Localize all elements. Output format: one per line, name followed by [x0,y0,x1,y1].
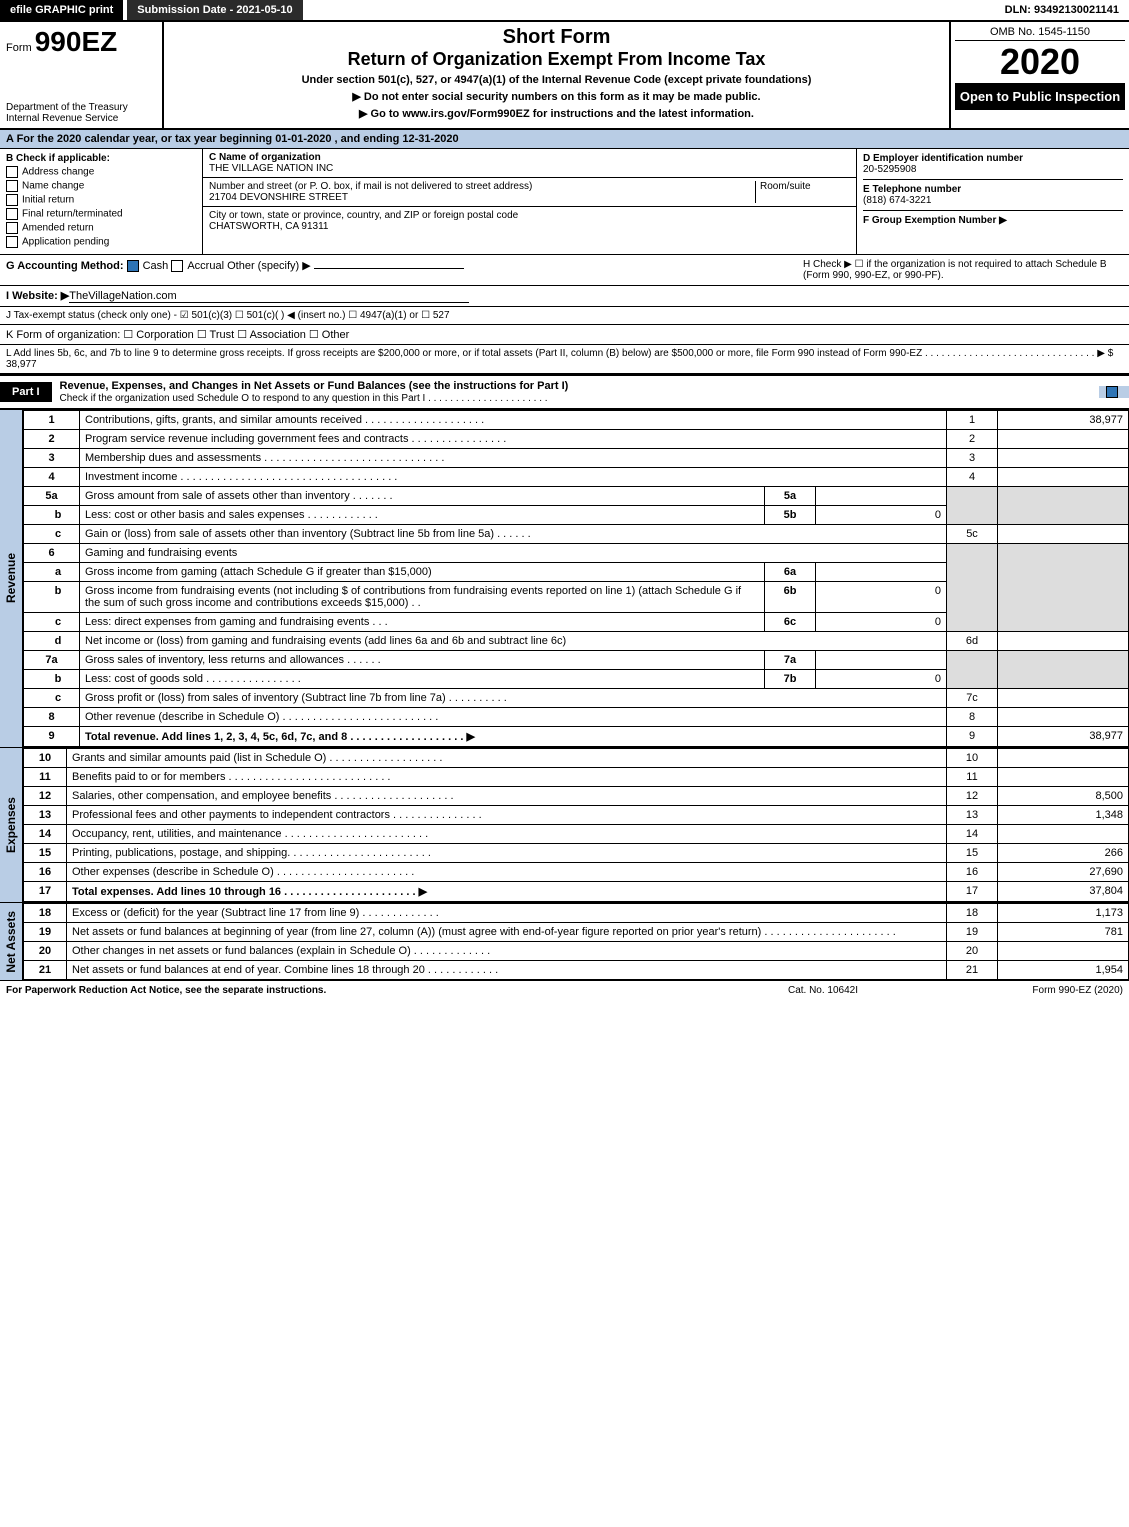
chk-initial-return[interactable]: Initial return [6,194,196,206]
city-label: City or town, state or province, country… [209,210,518,221]
chk-pending[interactable]: Application pending [6,236,196,248]
addr-label: Number and street (or P. O. box, if mail… [209,181,532,192]
expenses-label: Expenses [4,797,18,853]
website-link[interactable]: TheVillageNation.com [69,290,469,303]
room-suite: Room/suite [755,181,850,203]
ssn-warning: ▶ Do not enter social security numbers o… [174,90,939,103]
revenue-section: Revenue 1Contributions, gifts, grants, a… [0,409,1129,747]
org-name-label: C Name of organization [209,152,321,163]
part1-chkbox[interactable] [1106,386,1118,398]
acct-method-label: G Accounting Method: [6,260,124,272]
irs: Internal Revenue Service [6,113,156,124]
dept: Department of the Treasury [6,102,156,113]
part1-bar: Part I Revenue, Expenses, and Changes in… [0,374,1129,409]
submission-date: Submission Date - 2021-05-10 [127,0,302,20]
net-assets-label: Net Assets [4,911,18,973]
col-d-ein: D Employer identification number 20-5295… [857,149,1129,254]
col-c-org: C Name of organization THE VILLAGE NATIO… [203,149,857,254]
val-1: 38,977 [998,411,1129,430]
col-b-checks: B Check if applicable: Address change Na… [0,149,203,254]
info-block: B Check if applicable: Address change Na… [0,149,1129,255]
part1-check: Check if the organization used Schedule … [60,393,548,404]
group-label: F Group Exemption Number ▶ [863,215,1123,226]
row-i: I Website: ▶TheVillageNation.com [0,286,1129,307]
cat-no: Cat. No. 10642I [723,985,923,996]
expenses-section: Expenses 10Grants and similar amounts pa… [0,747,1129,902]
chk-name-change[interactable]: Name change [6,180,196,192]
efile-button[interactable]: efile GRAPHIC print [0,0,123,20]
form-word: Form [6,42,32,54]
open-public: Open to Public Inspection [955,83,1125,110]
omb-number: OMB No. 1545-1150 [955,26,1125,41]
footer: For Paperwork Reduction Act Notice, see … [0,980,1129,1000]
chk-cash[interactable] [127,260,139,272]
chk-final-return[interactable]: Final return/terminated [6,208,196,220]
city: CHATSWORTH, CA 91311 [209,221,328,232]
form-ref: Form 990-EZ (2020) [923,985,1123,996]
ein: 20-5295908 [863,164,1123,175]
dln: DLN: 93492130021141 [995,0,1129,20]
title-short-form: Short Form [174,26,939,49]
val-12: 8,500 [998,787,1129,806]
row-gh: G Accounting Method: Cash Accrual Other … [0,255,1129,286]
val-21: 1,954 [998,961,1129,980]
row-j: J Tax-exempt status (check only one) - ☑… [0,307,1129,325]
val-9: 38,977 [998,727,1129,747]
chk-address-change[interactable]: Address change [6,166,196,178]
row-a-tax-year: A For the 2020 calendar year, or tax yea… [0,130,1129,149]
paperwork-notice: For Paperwork Reduction Act Notice, see … [6,985,723,996]
col-b-head: B Check if applicable: [6,153,196,164]
tax-year: 2020 [955,41,1125,83]
ein-label: D Employer identification number [863,153,1123,164]
form-number: 990EZ [35,26,118,57]
row-k: K Form of organization: ☐ Corporation ☐ … [0,325,1129,345]
val-17: 37,804 [998,882,1129,902]
part1-tag: Part I [0,382,52,402]
org-name: THE VILLAGE NATION INC [209,163,333,174]
main-header: Form 990EZ Department of the Treasury In… [0,22,1129,130]
row-h: H Check ▶ ☐ if the organization is not r… [803,259,1123,281]
tel: (818) 674-3221 [863,195,1123,206]
top-bar: efile GRAPHIC print Submission Date - 20… [0,0,1129,22]
addr: 21704 DEVONSHIRE STREET [209,192,348,203]
subtitle: Under section 501(c), 527, or 4947(a)(1)… [174,74,939,86]
chk-accrual[interactable] [171,260,183,272]
title-return: Return of Organization Exempt From Incom… [174,49,939,70]
tel-label: E Telephone number [863,184,1123,195]
row-l: L Add lines 5b, 6c, and 7b to line 9 to … [0,345,1129,374]
chk-amended[interactable]: Amended return [6,222,196,234]
part1-title: Revenue, Expenses, and Changes in Net As… [60,380,569,392]
revenue-label: Revenue [4,553,18,603]
net-assets-section: Net Assets 18Excess or (deficit) for the… [0,902,1129,980]
goto-link[interactable]: ▶ Go to www.irs.gov/Form990EZ for instru… [174,107,939,120]
